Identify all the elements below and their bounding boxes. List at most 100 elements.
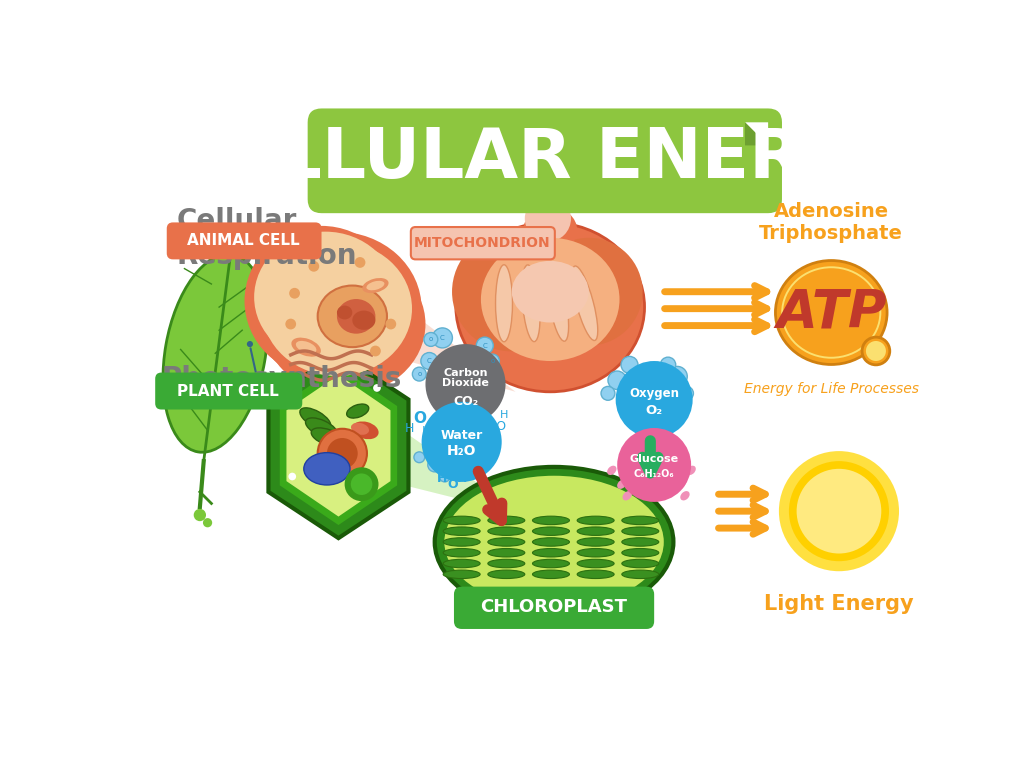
Circle shape [247,341,253,347]
Ellipse shape [532,538,569,546]
Circle shape [286,318,296,329]
Ellipse shape [532,559,569,568]
Text: O₂: O₂ [645,404,663,417]
Polygon shape [268,353,409,538]
Circle shape [421,352,438,369]
Ellipse shape [362,278,388,293]
Ellipse shape [487,516,524,524]
Ellipse shape [535,238,643,345]
Circle shape [422,402,502,482]
Circle shape [424,332,438,346]
Ellipse shape [775,261,887,365]
Circle shape [428,458,441,472]
Text: MITOCHONDRION: MITOCHONDRION [414,236,551,250]
Ellipse shape [622,527,658,535]
FancyBboxPatch shape [454,587,654,629]
Ellipse shape [496,265,512,341]
Circle shape [373,384,381,392]
Ellipse shape [337,299,376,334]
Ellipse shape [578,516,614,524]
Ellipse shape [481,238,620,361]
Ellipse shape [443,559,480,568]
Ellipse shape [578,570,614,578]
Ellipse shape [352,421,379,439]
Text: ATP: ATP [776,287,887,338]
Ellipse shape [444,476,664,608]
Ellipse shape [532,570,569,578]
Ellipse shape [163,255,267,452]
Text: Energy for Life Processes: Energy for Life Processes [743,381,919,396]
Circle shape [194,509,206,521]
Polygon shape [745,122,768,145]
Text: H₂O: H₂O [446,444,476,458]
Circle shape [370,345,381,356]
Ellipse shape [622,570,658,578]
Ellipse shape [452,232,571,351]
Ellipse shape [572,266,598,341]
Circle shape [354,257,366,268]
Ellipse shape [352,311,376,330]
Circle shape [425,344,506,424]
Circle shape [617,428,691,502]
Ellipse shape [347,404,369,418]
Ellipse shape [623,491,632,501]
FancyBboxPatch shape [156,372,302,410]
Text: O: O [447,478,458,491]
Text: H: H [437,471,447,484]
Ellipse shape [578,559,614,568]
Circle shape [680,386,693,401]
Text: Photosynthesis: Photosynthesis [162,365,401,393]
Text: Oxygen: Oxygen [629,387,679,400]
Ellipse shape [578,548,614,557]
Ellipse shape [292,338,321,357]
Ellipse shape [443,538,480,546]
Text: Adenosine
Triphosphate: Adenosine Triphosphate [760,202,903,243]
Circle shape [308,261,319,271]
Ellipse shape [317,285,387,347]
Ellipse shape [487,570,524,578]
Ellipse shape [512,261,589,322]
Circle shape [797,469,882,554]
Circle shape [601,386,614,401]
Ellipse shape [487,548,524,557]
Circle shape [385,318,396,329]
Ellipse shape [305,418,338,438]
Circle shape [289,473,296,481]
Polygon shape [354,268,515,392]
Circle shape [203,518,212,528]
Text: Cellular
Respiration: Cellular Respiration [177,207,357,270]
Ellipse shape [254,231,396,362]
Ellipse shape [547,265,568,341]
Ellipse shape [617,480,627,489]
Text: H: H [404,422,414,435]
Circle shape [317,429,367,478]
Polygon shape [745,122,768,145]
FancyBboxPatch shape [411,227,555,259]
Ellipse shape [622,559,658,568]
Circle shape [485,354,500,368]
Circle shape [668,366,687,386]
Text: PLANT CELL: PLANT CELL [177,384,280,398]
Ellipse shape [578,538,614,546]
Text: Glucose: Glucose [630,454,679,464]
Ellipse shape [487,538,524,546]
Ellipse shape [487,527,524,535]
Ellipse shape [264,253,425,395]
Ellipse shape [296,341,316,354]
Circle shape [432,328,453,348]
Ellipse shape [351,423,369,434]
Circle shape [788,461,889,561]
Ellipse shape [532,527,569,535]
Text: o: o [429,337,433,342]
Ellipse shape [456,222,644,392]
Text: ANIMAL CELL: ANIMAL CELL [187,233,300,248]
Text: O: O [413,411,426,426]
Ellipse shape [522,265,540,341]
Ellipse shape [245,226,398,376]
Circle shape [525,195,571,241]
Ellipse shape [622,548,658,557]
Ellipse shape [443,516,480,524]
Ellipse shape [443,570,480,578]
Ellipse shape [435,467,674,617]
Text: o: o [417,371,422,377]
